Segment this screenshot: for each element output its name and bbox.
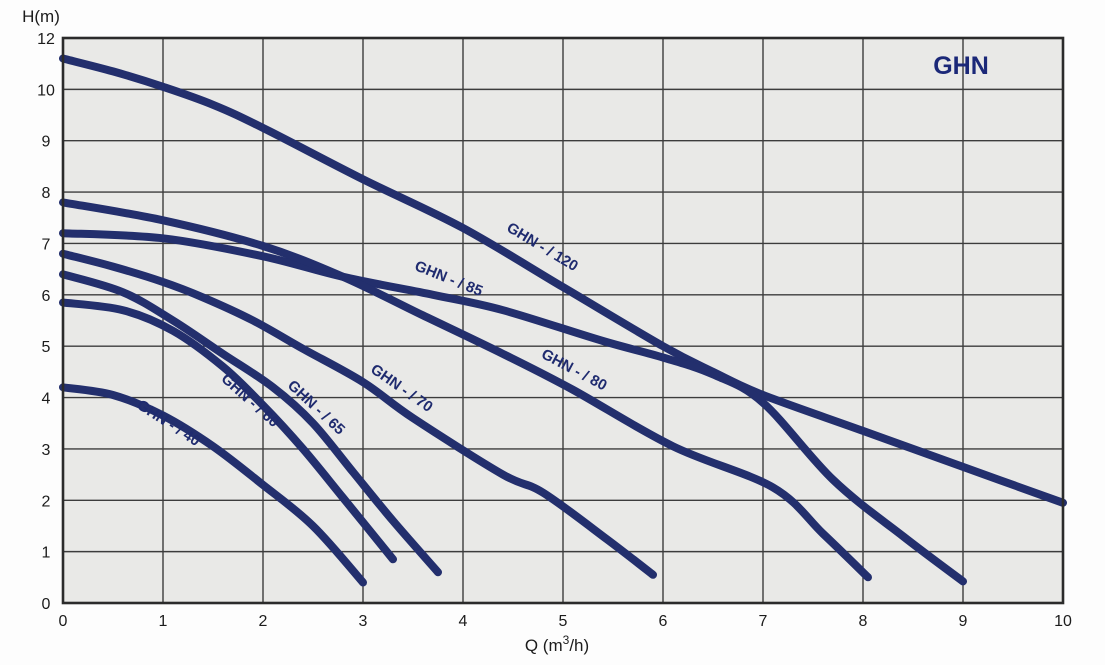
- x-tick-label: 2: [259, 613, 268, 630]
- curve-70: [59, 249, 657, 579]
- pump-curves: [59, 54, 1067, 587]
- y-tick-label: 3: [42, 442, 51, 459]
- x-tick-label: 3: [359, 613, 368, 630]
- curve-60: [59, 298, 397, 564]
- y-tick-label: 2: [42, 493, 51, 510]
- y-tick-label: 12: [37, 31, 55, 48]
- curve-80: [59, 198, 872, 582]
- y-tick-label: 4: [42, 391, 51, 408]
- curve-40: [59, 383, 367, 587]
- plot-frame: [61, 36, 1065, 605]
- chart-title: GHN: [933, 52, 989, 80]
- x-tick-label: 7: [759, 613, 768, 630]
- curve-65: [59, 270, 442, 577]
- curve-85: [59, 229, 967, 586]
- x-tick-label: 8: [859, 613, 868, 630]
- x-tick-label: 0: [59, 613, 68, 630]
- y-tick-label: 1: [42, 545, 51, 562]
- y-tick-label: 7: [42, 236, 51, 253]
- x-tick-label: 6: [659, 613, 668, 630]
- curve-120: [59, 54, 1067, 507]
- x-axis-title: Q (m3/h): [525, 633, 589, 655]
- y-tick-label: 6: [42, 288, 51, 305]
- y-tick-label: 9: [42, 134, 51, 151]
- y-axis-title: H(m): [22, 7, 60, 26]
- grid-lines: [62, 37, 1064, 604]
- x-tick-label: 4: [459, 613, 468, 630]
- y-tick-label: 0: [42, 596, 51, 613]
- x-tick-label: 5: [559, 613, 568, 630]
- y-tick-label: 8: [42, 185, 51, 202]
- y-tick-label: 10: [37, 82, 55, 99]
- x-tick-label: 9: [959, 613, 968, 630]
- x-tick-label: 1: [159, 613, 168, 630]
- x-tick-label: 10: [1054, 613, 1072, 630]
- y-tick-label: 5: [42, 339, 51, 356]
